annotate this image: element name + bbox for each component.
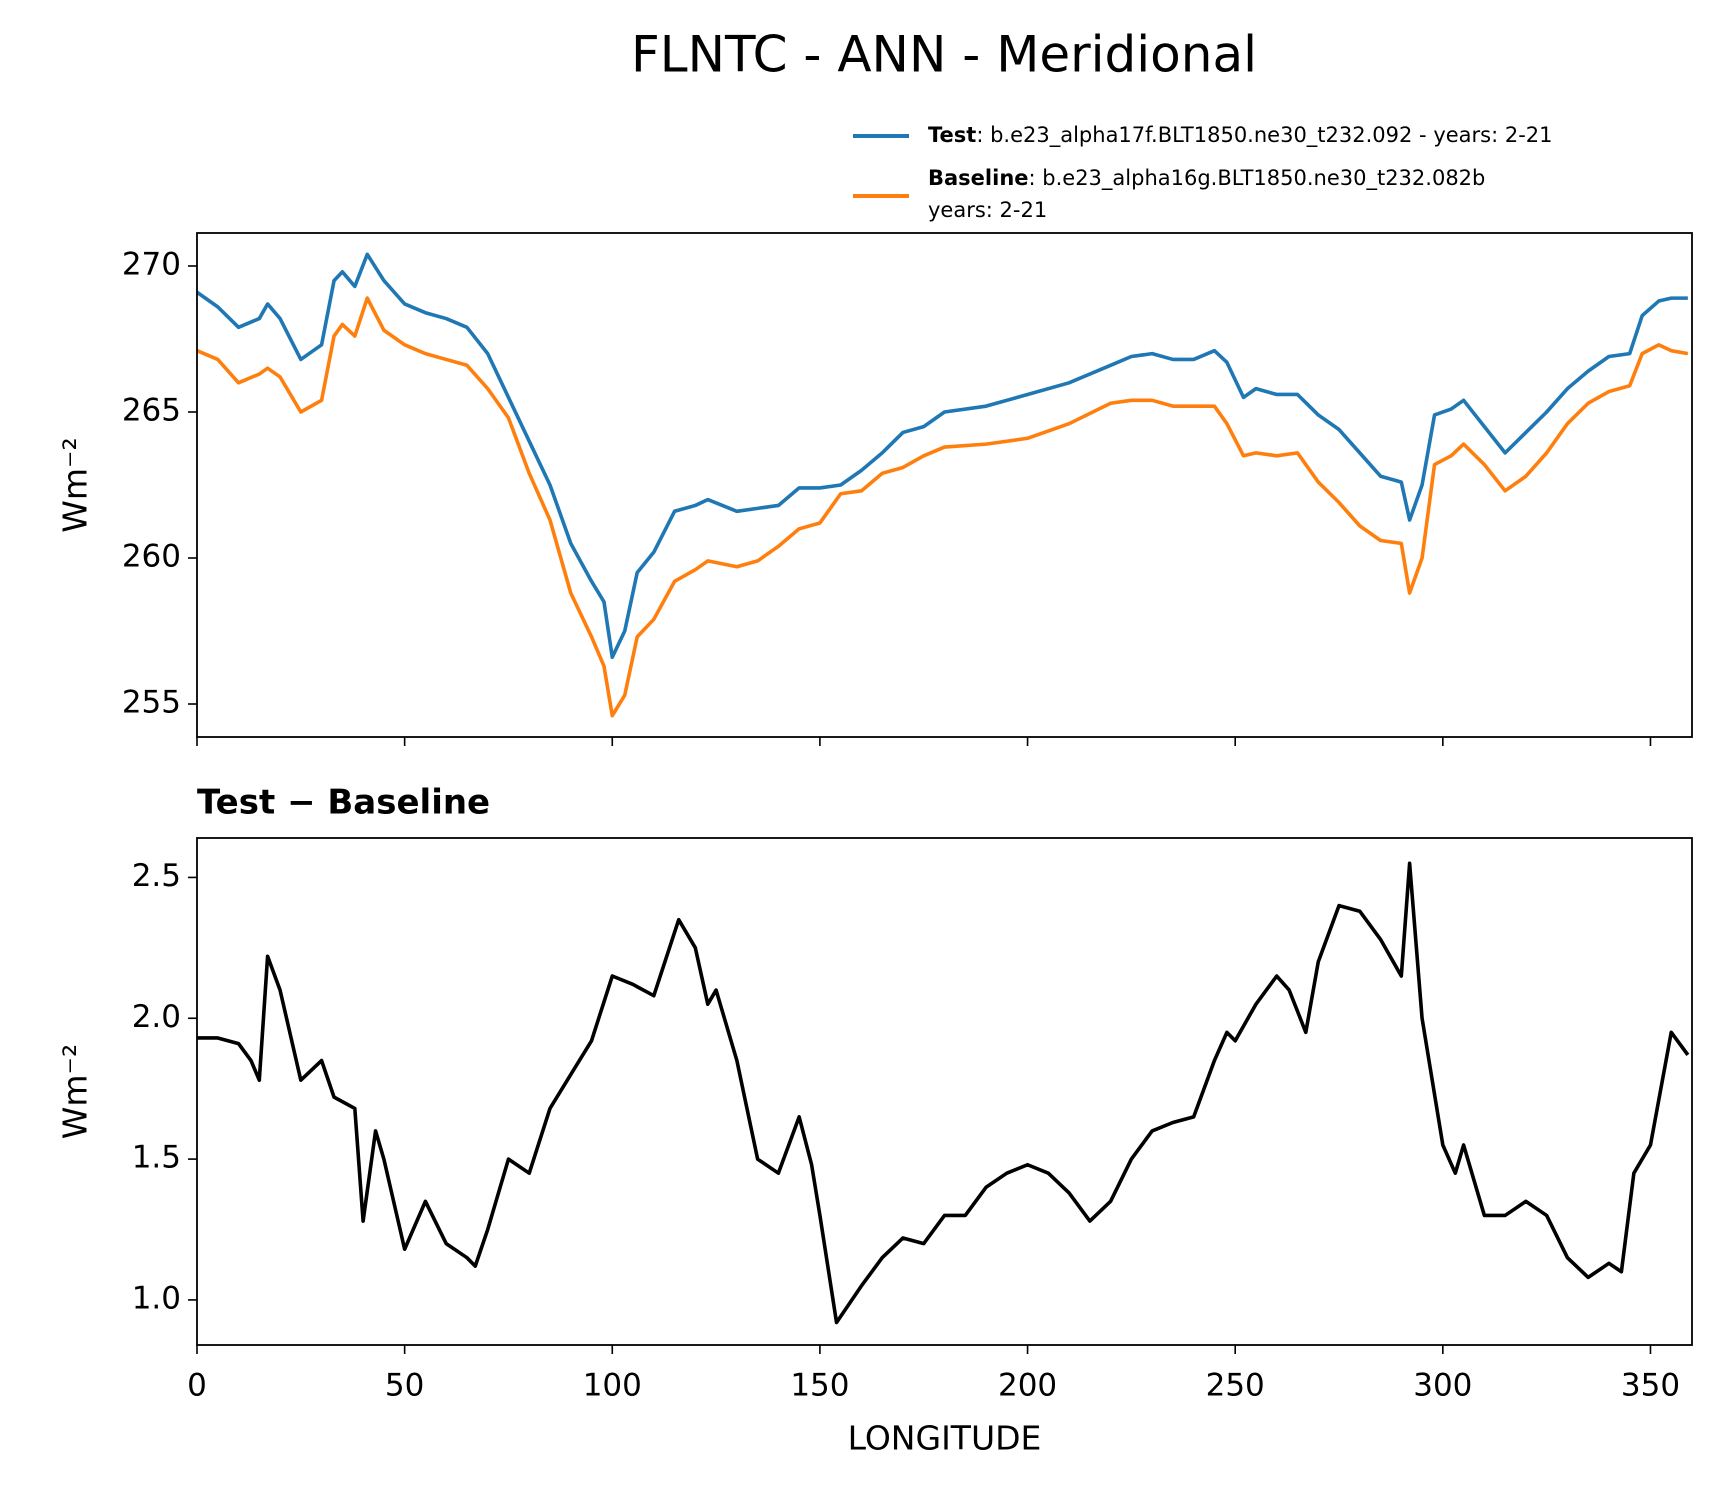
x-tick-label: 200 [998,1368,1057,1404]
figure-title: FLNTC - ANN - Meridional [631,26,1257,84]
axes-frame [196,837,1693,1346]
axes-frame [196,232,1693,738]
legend-entry: years: 2-21 [928,198,1047,222]
y-axis-label: Wm⁻² [56,437,95,532]
x-tick-label: 300 [1413,1368,1472,1404]
x-tick-label: 100 [583,1368,642,1404]
legend-entry: Test: b.e23_alpha17f.BLT1850.ne30_t232.0… [928,123,1553,148]
legend-entry: Baseline: b.e23_alpha16g.BLT1850.ne30_t2… [928,166,1485,191]
subtitle: Test − Baseline [197,783,490,823]
data-line [197,861,1690,1325]
legend-label: years: 2-21 [928,198,1047,222]
y-tick-label: 1.0 [132,1280,181,1316]
plot-area [197,252,1689,718]
y-tick-label: 1.5 [132,1140,181,1176]
x-tick-label: 350 [1621,1368,1680,1404]
y-tick-label: 255 [122,685,181,721]
legend-name: Baseline [928,166,1029,190]
x-tick-label: 0 [187,1368,207,1404]
y-tick-label: 260 [122,539,181,575]
y-axis-label: Wm⁻² [56,1044,95,1139]
x-axis-label: LONGITUDE [848,1419,1042,1458]
data-line [197,252,1688,660]
y-tick-label: 265 [122,392,181,428]
y-tick-label: 2.0 [132,999,181,1035]
legend-name: Test [928,123,976,147]
legend-label: : b.e23_alpha17f.BLT1850.ne30_t232.092 -… [976,123,1552,148]
plot-area [197,861,1690,1325]
y-tick-label: 270 [122,246,181,282]
legend-label: : b.e23_alpha16g.BLT1850.ne30_t232.082b [1029,166,1486,191]
x-tick-label: 150 [790,1368,849,1404]
data-line [197,296,1689,718]
x-tick-label: 50 [385,1368,424,1404]
x-tick-label: 250 [1206,1368,1265,1404]
y-tick-label: 2.5 [132,858,181,894]
